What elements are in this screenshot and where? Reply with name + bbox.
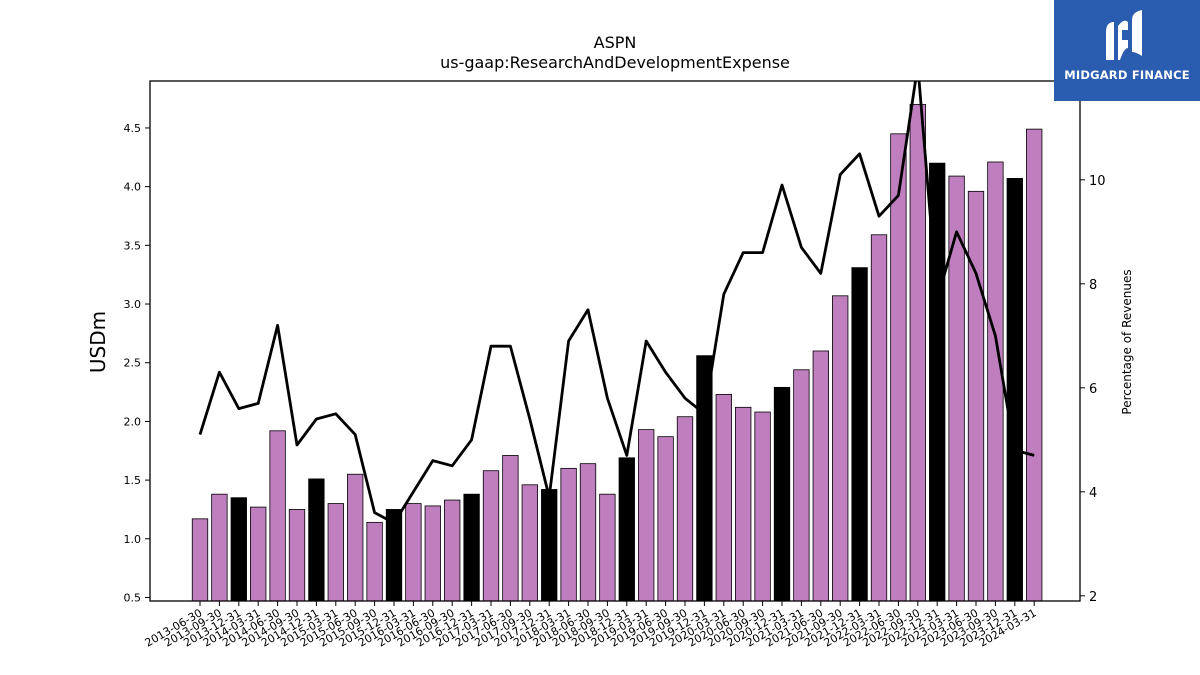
y-axis-label: USDm xyxy=(86,311,110,373)
y-tick-label: 2.0 xyxy=(124,415,142,428)
y-tick-label: 2.5 xyxy=(124,357,142,370)
bar xyxy=(987,161,1004,602)
chart-subtitle: us-gaap:ResearchAndDevelopmentExpense xyxy=(440,53,790,72)
bar xyxy=(424,505,441,602)
bar xyxy=(269,430,286,602)
bar xyxy=(191,518,209,602)
bar xyxy=(366,521,383,602)
bar xyxy=(754,411,771,602)
bar xyxy=(696,355,713,602)
bar xyxy=(541,489,558,602)
bar xyxy=(560,467,577,602)
midgard-logo-icon xyxy=(1106,10,1142,61)
brand-logo: MIDGARD FINANCE xyxy=(1054,0,1200,101)
y-tick-label: 0.5 xyxy=(124,591,142,604)
bar xyxy=(482,470,500,602)
bar xyxy=(502,455,519,602)
y2-tick-label: 10 xyxy=(1089,174,1106,189)
bar xyxy=(463,493,480,602)
y-tick-label: 4.0 xyxy=(124,181,142,194)
bar xyxy=(405,503,422,602)
right-axis: 2 4 6 8 10 xyxy=(1080,174,1106,605)
bar xyxy=(832,295,849,602)
y2-tick-label: 2 xyxy=(1089,590,1097,605)
bar xyxy=(715,394,732,602)
bar xyxy=(890,133,907,602)
chart-title: ASPN xyxy=(594,33,637,52)
bar xyxy=(948,175,965,602)
y-tick-label: 3.5 xyxy=(124,239,142,252)
bar xyxy=(909,104,926,602)
bar xyxy=(521,484,538,602)
y-tick-label: 4.5 xyxy=(124,122,142,135)
percentage-line xyxy=(198,81,1035,525)
bar xyxy=(618,457,635,602)
bar xyxy=(1026,128,1043,602)
x-axis: 2013-06-302013-09-302013-12-312014-03-31… xyxy=(143,601,1039,650)
bar xyxy=(638,429,655,602)
y2-tick-label: 4 xyxy=(1089,486,1097,501)
bar xyxy=(288,509,306,602)
bar xyxy=(735,406,752,602)
y2-tick-label: 6 xyxy=(1089,382,1097,397)
y-tick-label: 3.0 xyxy=(124,298,142,311)
bar xyxy=(657,436,674,602)
bar xyxy=(851,267,868,602)
bar xyxy=(250,506,267,602)
bar xyxy=(327,503,344,602)
bar xyxy=(444,499,461,602)
y2-axis-label: Percentage of Revenues xyxy=(1120,269,1134,414)
bar xyxy=(599,493,616,602)
bar xyxy=(1006,178,1023,602)
plot-frame xyxy=(149,80,1081,602)
bar xyxy=(579,463,597,602)
bar xyxy=(773,386,791,602)
left-axis: 0.5 1.0 1.5 2.0 2.5 3.0 3.5 4.0 4.5 xyxy=(124,122,150,604)
bar xyxy=(347,473,364,602)
bar xyxy=(308,478,325,602)
bar xyxy=(230,497,247,602)
bar xyxy=(967,190,985,602)
brand-name: MIDGARD FINANCE xyxy=(1064,68,1190,82)
y-tick-label: 1.0 xyxy=(124,533,142,546)
y-tick-label: 1.5 xyxy=(124,474,142,487)
bar xyxy=(870,234,888,602)
bar xyxy=(812,350,829,602)
bar-series xyxy=(191,104,1043,602)
bar xyxy=(211,493,228,602)
bar xyxy=(793,369,810,602)
bar xyxy=(676,416,694,602)
y2-tick-label: 8 xyxy=(1089,278,1097,293)
